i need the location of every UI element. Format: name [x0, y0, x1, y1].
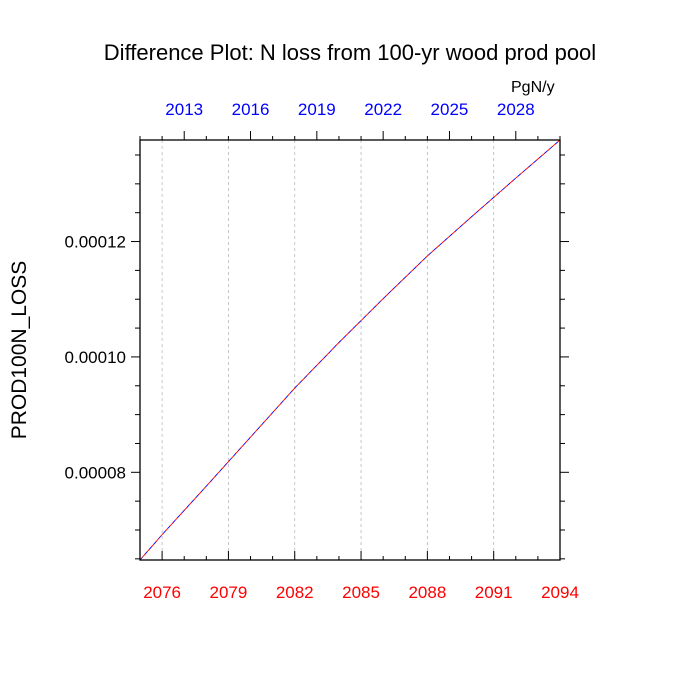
top-x-tick-label: 2013: [165, 100, 203, 119]
top-x-tick-label: 2022: [364, 100, 402, 119]
y-tick-label: 0.00008: [65, 463, 126, 482]
x-tick-label: 2079: [210, 583, 248, 602]
plot-frame: [139, 139, 561, 561]
top-x-tick-label: 2016: [232, 100, 270, 119]
top-x-tick-label: 2025: [431, 100, 469, 119]
x-tick-label: 2094: [541, 583, 579, 602]
y-tick-label: 0.00012: [65, 233, 126, 252]
x-tick-label: 2091: [475, 583, 513, 602]
y-tick-label: 0.00010: [65, 348, 126, 367]
chart-title: Difference Plot: N loss from 100-yr wood…: [103, 40, 597, 65]
x-tick-label: 2076: [143, 583, 181, 602]
x-tick-label: 2085: [342, 583, 380, 602]
x-tick-label: 2082: [276, 583, 314, 602]
units-label: PgN/y: [511, 79, 555, 96]
top-x-tick-label: 2028: [497, 100, 535, 119]
x-tick-label: 2088: [408, 583, 446, 602]
series-line: [139, 139, 561, 561]
series-line: [139, 139, 561, 561]
top-x-tick-label: 2019: [298, 100, 336, 119]
